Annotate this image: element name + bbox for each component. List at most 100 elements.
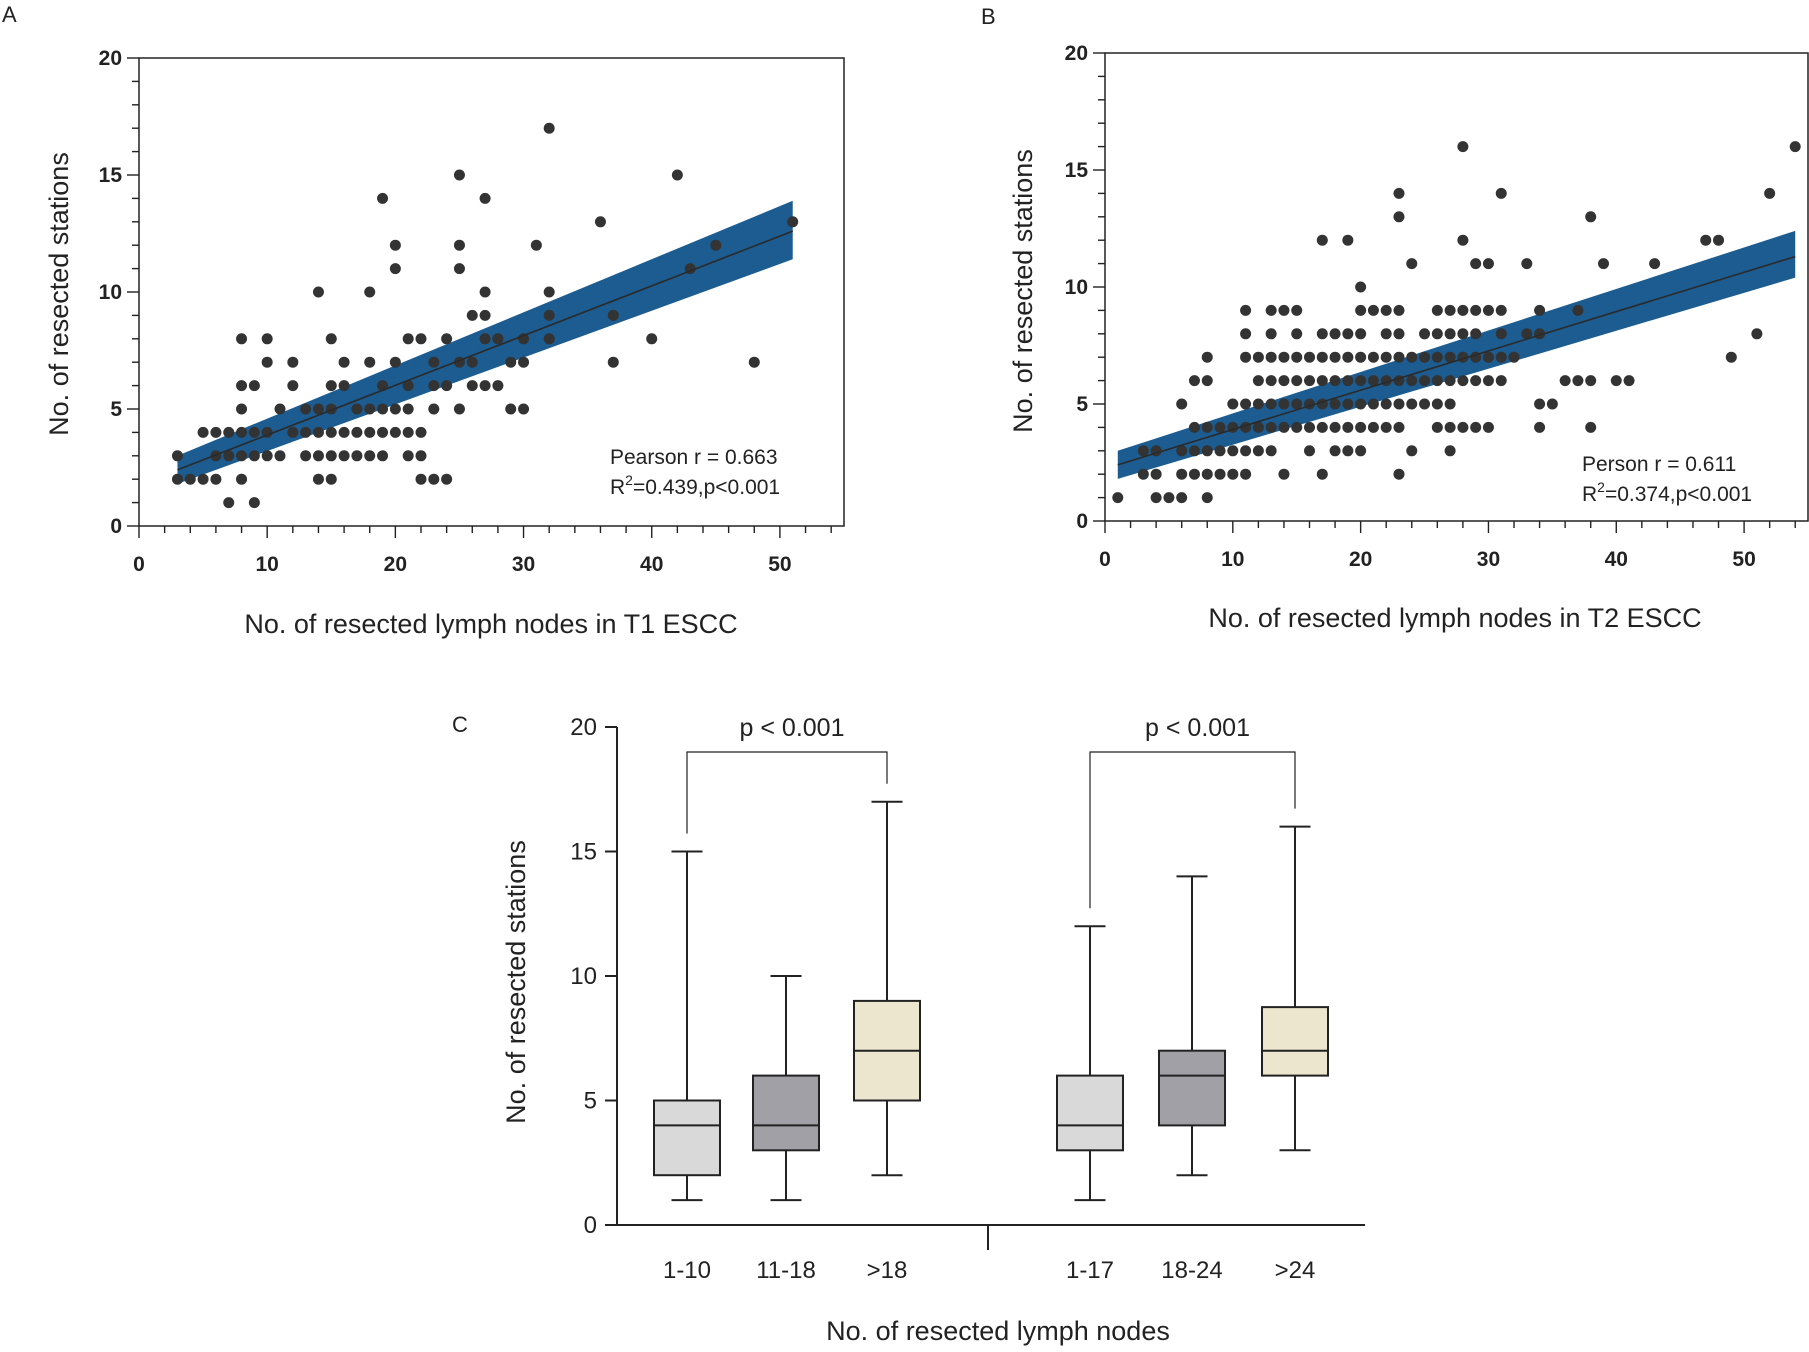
panel-a-pearson-label: Pearson r = 0.663	[610, 446, 778, 469]
panel-b-data-point	[1355, 351, 1367, 363]
panel-a-data-point	[223, 497, 235, 509]
panel-a-data-point	[543, 333, 555, 345]
panel-b-data-point	[1470, 258, 1482, 270]
panel-b-data-point	[1380, 328, 1392, 340]
panel-b-data-point	[1252, 398, 1264, 410]
panel-b-x-tick-label: 20	[1349, 548, 1372, 571]
panel-a-data-point	[377, 380, 389, 392]
panel-a-data-point	[287, 356, 299, 368]
panel-a-data-point	[646, 333, 658, 345]
panel-b-data-point	[1764, 187, 1776, 199]
panel-a-data-point	[428, 356, 440, 368]
panel-b-data-point	[1329, 398, 1341, 410]
panel-a-data-point	[248, 450, 260, 462]
panel-b-data-point	[1342, 351, 1354, 363]
panel-c-y-axis-title: No. of resected stations	[501, 840, 531, 1124]
panel-a-data-point	[479, 333, 491, 345]
panel-b-data-point	[1316, 351, 1328, 363]
panel-b-data-point	[1278, 304, 1290, 316]
panel-b-data-point	[1521, 258, 1533, 270]
panel-a-data-point	[171, 450, 183, 462]
panel-a-data-point	[300, 450, 312, 462]
panel-a-letter: A	[2, 2, 17, 27]
panel-a-data-point	[505, 403, 517, 415]
panel-b-data-point	[1355, 304, 1367, 316]
panel-b-data-point	[1291, 304, 1303, 316]
panel-a-data-point	[389, 239, 401, 251]
panel-b-data-point	[1406, 445, 1418, 457]
panel-b-data-point	[1188, 375, 1200, 387]
panel-b-data-point	[1585, 375, 1597, 387]
panel-c-y-tick-label: 0	[584, 1212, 597, 1239]
panel-b-data-point	[1789, 141, 1801, 153]
panel-b-data-point	[1649, 258, 1661, 270]
box-iqr	[752, 1074, 820, 1152]
panel-a-data-point	[748, 356, 760, 368]
panel-a-data-point	[492, 333, 504, 345]
panel-b-x-tick-label: 10	[1221, 548, 1244, 571]
panel-a-data-point	[312, 473, 324, 485]
panel-a-data-point	[312, 450, 324, 462]
panel-b-data-point	[1457, 328, 1469, 340]
panel-b-data-point	[1431, 351, 1443, 363]
panel-b-y-tick-label: 0	[1076, 510, 1088, 533]
panel-b-data-point	[1316, 328, 1328, 340]
panel-b-data-point	[1329, 328, 1341, 340]
panel-b-data-point	[1188, 468, 1200, 480]
panel-b-data-point	[1713, 234, 1725, 246]
panel-a-data-point	[402, 333, 414, 345]
panel-a-data-point	[338, 356, 350, 368]
panel-b-data-point	[1367, 351, 1379, 363]
panel-b-data-point	[1150, 468, 1162, 480]
panel-b-data-point	[1265, 328, 1277, 340]
panel-a-data-point	[377, 450, 389, 462]
panel-b-data-point	[1316, 468, 1328, 480]
panel-a-data-point	[415, 450, 427, 462]
panel-b-data-point	[1342, 398, 1354, 410]
panel-a-data-point	[261, 333, 273, 345]
panel-b-data-point	[1265, 304, 1277, 316]
panel-b-data-point	[1470, 421, 1482, 433]
panel-c-y-tick-label: 5	[584, 1088, 597, 1115]
panel-a-data-point	[453, 263, 465, 275]
panel-b-data-point	[1431, 304, 1443, 316]
panel-b-data-point	[1521, 328, 1533, 340]
panel-b-data-point	[1265, 398, 1277, 410]
panel-b-data-point	[1291, 351, 1303, 363]
panel-b-data-point	[1163, 492, 1175, 504]
panel-b-data-point	[1406, 375, 1418, 387]
panel-a-data-point	[389, 263, 401, 275]
panel-a-data-point	[594, 216, 606, 228]
panel-b-data-point	[1304, 421, 1316, 433]
panel-a-data-point	[377, 426, 389, 438]
panel-b-data-point	[1419, 351, 1431, 363]
panel-b-data-point	[1316, 421, 1328, 433]
panel-a-data-point	[236, 403, 248, 415]
panel-a-data-point	[389, 356, 401, 368]
panel-a-data-point	[210, 473, 222, 485]
panel-a-data-point	[248, 380, 260, 392]
panel-b-data-point	[1201, 351, 1213, 363]
panel-b-data-point	[1393, 468, 1405, 480]
panel-b-data-point	[1201, 492, 1213, 504]
panel-a-data-point	[338, 450, 350, 462]
panel-b-data-point	[1240, 351, 1252, 363]
panel-c-category-label: >18	[867, 1257, 908, 1284]
panel-b-data-point	[1355, 375, 1367, 387]
panel-a-y-tick-label: 15	[99, 164, 123, 187]
panel-a-data-point	[441, 333, 453, 345]
panel-b-data-point	[1329, 375, 1341, 387]
panel-b-data-point	[1278, 375, 1290, 387]
panel-b-data-point	[1227, 398, 1239, 410]
panel-b-data-point	[1176, 492, 1188, 504]
panel-b-data-point	[1240, 468, 1252, 480]
panel-b-data-point	[1252, 445, 1264, 457]
panel-a-data-point	[402, 403, 414, 415]
panel-a-data-point	[415, 426, 427, 438]
panel-b-r2-label: R2=0.374,p<0.001	[1582, 479, 1752, 506]
panel-a-data-point	[530, 239, 542, 251]
panel-a-data-point	[351, 450, 363, 462]
panel-b-data-point	[1201, 468, 1213, 480]
panel-a-r2-label: R2=0.439,p<0.001	[610, 472, 780, 499]
panel-b-data-point	[1355, 328, 1367, 340]
